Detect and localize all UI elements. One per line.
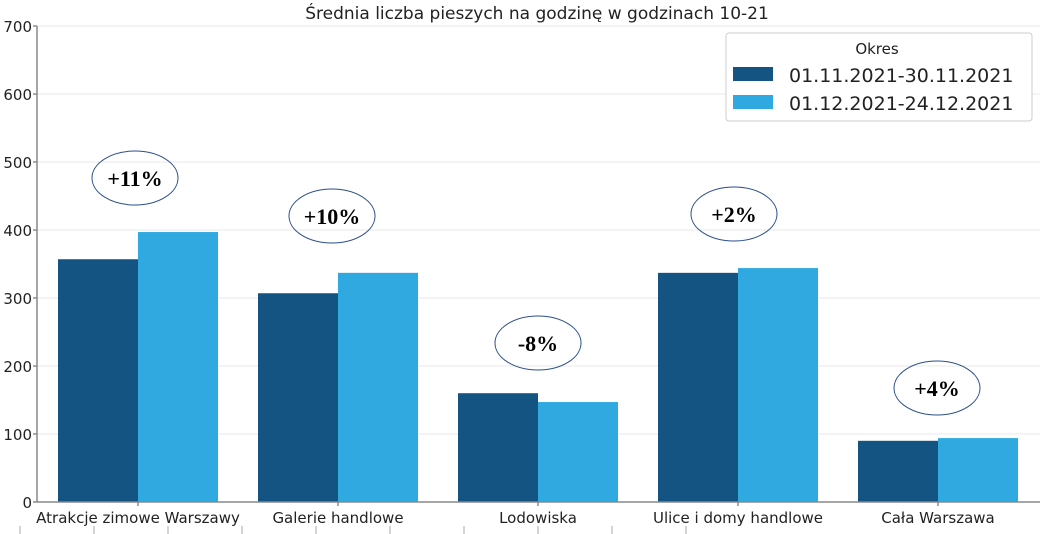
x-tick-label: Atrakcje zimowe Warszawy xyxy=(36,509,240,527)
legend-title: Okres xyxy=(855,40,899,58)
annotation-ellipse xyxy=(690,186,778,242)
bar-0 xyxy=(658,272,738,502)
chart-title: Średnia liczba pieszych na godzinę w god… xyxy=(305,2,769,24)
annotation-ellipse xyxy=(288,188,376,244)
annotation-ellipse xyxy=(494,315,582,371)
x-tick-label: Cała Warszawa xyxy=(881,509,994,527)
annotation-ellipse xyxy=(91,150,179,206)
bar-0 xyxy=(458,393,538,502)
bar-1 xyxy=(138,232,218,503)
y-tick-label: 500 xyxy=(3,154,32,172)
bar-0 xyxy=(58,259,138,502)
y-tick-label: 300 xyxy=(3,290,32,308)
y-tick-label: 0 xyxy=(22,494,32,512)
y-tick-label: 100 xyxy=(3,426,32,444)
legend-label-1: 01.12.2021-24.12.2021 xyxy=(789,93,1013,115)
bar-1 xyxy=(538,402,618,502)
annotation-label: +11% xyxy=(107,166,162,191)
bar-0 xyxy=(858,440,938,502)
x-tick-label: Lodowiska xyxy=(499,509,577,527)
x-tick-label: Ulice i domy handlowe xyxy=(653,509,823,527)
y-tick-label: 700 xyxy=(3,18,32,36)
legend: Okres 01.11.2021-30.11.2021 01.12.2021-2… xyxy=(725,32,1033,122)
annotation-label: +4% xyxy=(914,376,960,401)
bar-0 xyxy=(258,293,338,502)
legend-swatch-0 xyxy=(733,67,773,81)
annotation-label: +10% xyxy=(304,204,361,229)
bar-1 xyxy=(938,438,1018,502)
y-tick-label: 400 xyxy=(3,222,32,240)
annotation-label: -8% xyxy=(518,331,558,356)
annotation-label: +2% xyxy=(711,202,757,227)
legend-swatch-1 xyxy=(733,95,773,109)
annotation-ellipse xyxy=(893,360,981,416)
x-tick-label: Galerie handlowe xyxy=(272,509,403,527)
bar-1 xyxy=(338,272,418,502)
y-tick-label: 200 xyxy=(3,358,32,376)
legend-label-0: 01.11.2021-30.11.2021 xyxy=(789,65,1013,87)
y-tick-label: 600 xyxy=(3,86,32,104)
bar-1 xyxy=(738,268,818,502)
